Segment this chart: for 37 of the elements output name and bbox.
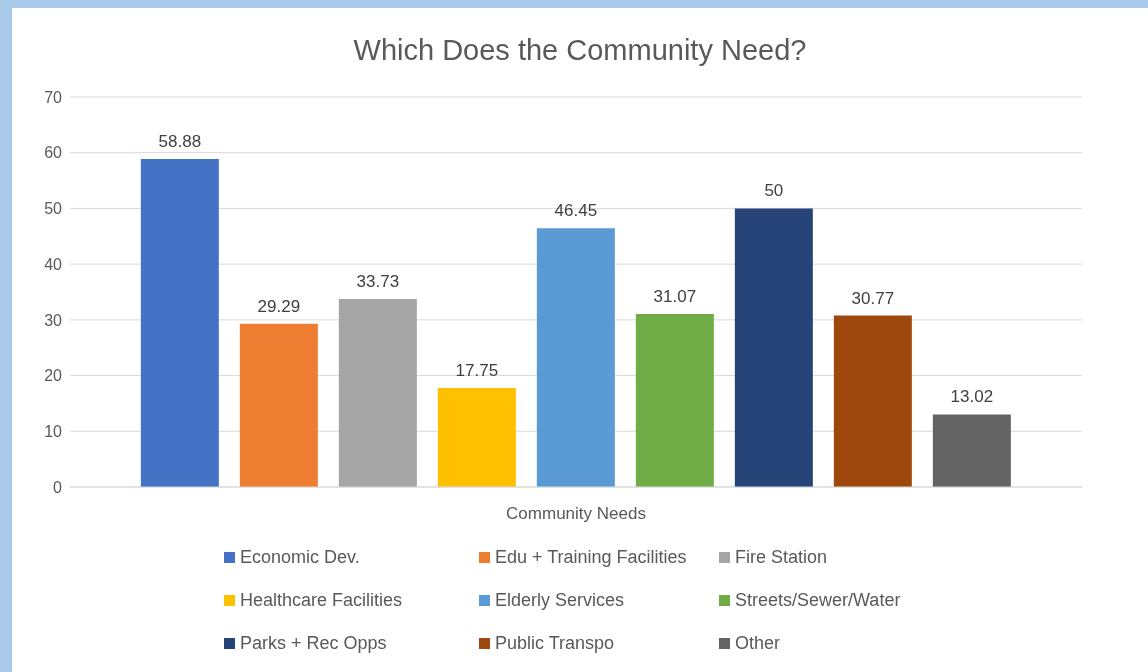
bar: [635, 313, 714, 487]
bar: [338, 299, 417, 487]
legend-label: Edu + Training Facilities: [495, 547, 687, 568]
data-label: 13.02: [950, 387, 994, 407]
data-label: 17.75: [455, 361, 499, 381]
legend-label: Other: [735, 633, 781, 654]
y-tick-label: 50: [44, 200, 63, 218]
x-tick-label: Community Needs: [506, 504, 646, 524]
bar: [536, 228, 615, 487]
bar: [239, 323, 318, 487]
y-tick-label: 40: [44, 255, 63, 273]
data-label: 50: [764, 181, 784, 201]
data-label: 33.73: [356, 272, 400, 292]
bar: [437, 388, 516, 487]
legend-label: Parks + Rec Opps: [240, 633, 387, 654]
bar: [833, 315, 912, 487]
legend-label: Economic Dev.: [240, 547, 360, 568]
bar: [734, 208, 813, 487]
bar: [932, 414, 1011, 487]
y-tick-label: 60: [44, 144, 63, 162]
y-tick-label: 0: [53, 478, 63, 496]
data-label: 29.29: [257, 296, 301, 316]
data-label: 30.77: [851, 288, 895, 308]
legend-label: Fire Station: [735, 547, 828, 568]
legend-label: Streets/Sewer/Water: [735, 590, 901, 611]
data-label: 58.88: [158, 131, 202, 151]
bar: [140, 158, 219, 487]
chart-title: Which Does the Community Need?: [352, 34, 808, 67]
y-tick-label: 70: [44, 88, 63, 106]
y-tick-label: 20: [44, 367, 63, 385]
legend-label: Public Transpo: [495, 633, 615, 654]
y-tick-label: 10: [44, 422, 63, 440]
data-label: 31.07: [653, 286, 697, 306]
data-label: 46.45: [554, 201, 598, 221]
legend-label: Elderly Services: [495, 590, 625, 611]
legend-label: Healthcare Facilities: [240, 590, 403, 611]
y-tick-label: 30: [44, 311, 63, 329]
